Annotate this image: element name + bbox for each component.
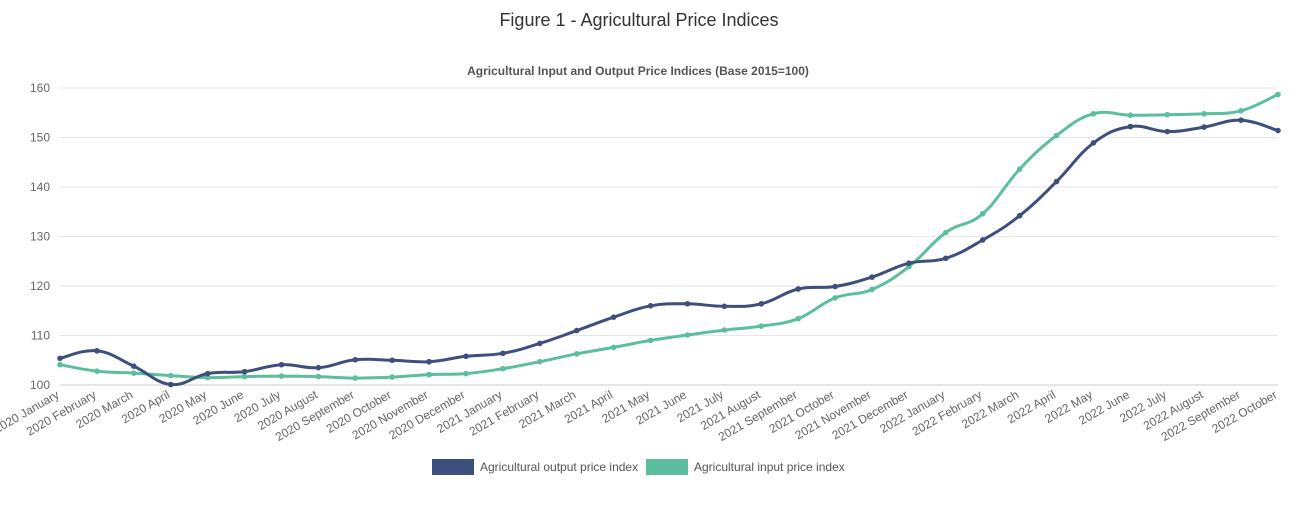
data-point[interactable] [352,356,359,363]
data-point[interactable] [869,286,875,293]
data-point[interactable] [1201,110,1207,117]
data-point[interactable] [573,327,580,334]
data-point[interactable] [278,361,285,368]
data-point[interactable] [979,237,986,243]
data-point[interactable] [389,374,395,380]
y-tick-label: 130 [30,230,50,244]
data-point[interactable] [832,295,838,301]
data-point[interactable] [610,344,617,351]
series-line-1 [59,93,1279,380]
data-point[interactable] [463,370,469,377]
y-tick-label: 150 [30,131,50,145]
data-point[interactable] [684,301,691,307]
data-point[interactable] [684,332,691,338]
data-point[interactable] [721,303,728,310]
data-point[interactable] [204,370,211,377]
y-tick-label: 120 [30,279,50,293]
data-point[interactable] [57,361,63,368]
data-point[interactable] [537,340,543,347]
legend-swatch [432,459,474,475]
y-axis: 100 110 120 130 140 150 160 [30,81,50,392]
data-point[interactable] [1090,110,1097,117]
data-point[interactable] [278,373,285,379]
data-point[interactable] [463,353,469,360]
data-point[interactable] [1164,111,1171,118]
data-point[interactable] [241,368,248,375]
data-point[interactable] [758,301,765,307]
data-point[interactable] [721,327,728,333]
data-point[interactable] [1127,123,1134,130]
data-point[interactable] [167,381,174,388]
chart-title: Agricultural Input and Output Price Indi… [467,64,809,78]
data-point[interactable] [94,368,100,374]
data-point[interactable] [537,358,543,365]
data-point[interactable] [1016,212,1023,219]
series-group [57,91,1281,388]
data-point[interactable] [610,314,617,320]
data-point[interactable] [1201,124,1207,130]
page-title: Figure 1 - Agricultural Price Indices [499,10,779,30]
data-point[interactable] [1016,166,1023,172]
data-point[interactable] [204,374,211,381]
data-point[interactable] [1275,127,1281,134]
data-point[interactable] [167,372,174,379]
data-point[interactable] [94,348,100,354]
grid [60,87,1278,386]
data-point[interactable] [1090,140,1097,146]
data-point[interactable] [795,286,801,292]
data-point[interactable] [943,255,949,262]
data-point[interactable] [426,371,432,378]
data-point[interactable] [795,315,801,322]
data-point[interactable] [979,210,986,217]
legend: Agricultural output price index Agricultu… [432,459,845,475]
data-point[interactable] [647,303,654,309]
y-tick-label: 100 [30,378,50,392]
data-point[interactable] [315,373,322,380]
legend-label[interactable]: Agricultural output price index [480,460,638,474]
y-tick-label: 140 [30,180,50,194]
data-point[interactable] [131,370,137,376]
data-point[interactable] [57,355,63,362]
data-point[interactable] [943,229,949,236]
data-point[interactable] [1053,178,1060,185]
data-point[interactable] [352,375,359,381]
y-tick-label: 110 [31,329,50,343]
data-point[interactable] [1127,112,1134,119]
data-point[interactable] [1238,107,1244,114]
data-point[interactable] [131,363,137,369]
data-point[interactable] [1275,91,1281,98]
data-point[interactable] [389,357,395,364]
data-point[interactable] [1053,132,1060,139]
data-point[interactable] [573,351,580,357]
data-point[interactable] [315,364,322,371]
series-line-0 [59,118,1279,387]
data-point[interactable] [500,350,506,357]
data-point[interactable] [241,373,248,380]
y-tick-label: 160 [30,81,50,95]
data-point[interactable] [869,274,875,280]
data-point[interactable] [758,323,765,329]
data-point[interactable] [906,260,912,267]
data-point[interactable] [426,358,432,365]
data-point[interactable] [1164,128,1171,135]
legend-swatch [646,459,688,475]
data-point[interactable] [500,365,506,372]
data-point[interactable] [1238,117,1244,123]
data-point[interactable] [832,283,838,290]
data-point[interactable] [647,337,654,344]
legend-label[interactable]: Agricultural input price index [694,460,845,474]
